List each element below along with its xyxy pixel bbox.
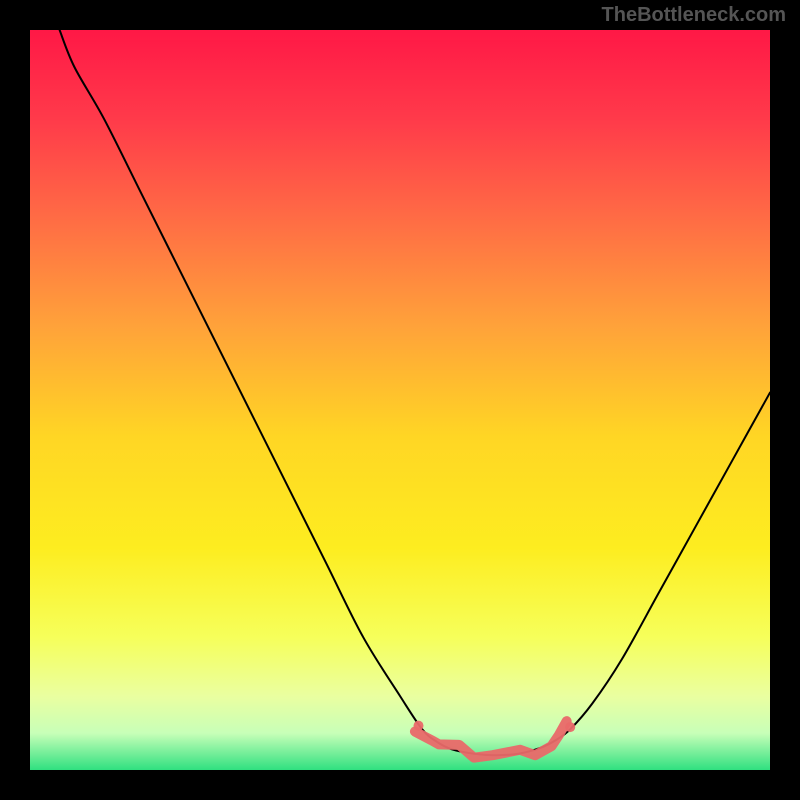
watermark-text: TheBottleneck.com — [602, 4, 786, 27]
valley-marker-start — [414, 721, 424, 731]
chart-svg — [30, 30, 770, 770]
valley-marker-end — [565, 722, 575, 732]
chart-plot-area — [30, 30, 770, 770]
chart-background — [30, 30, 770, 770]
